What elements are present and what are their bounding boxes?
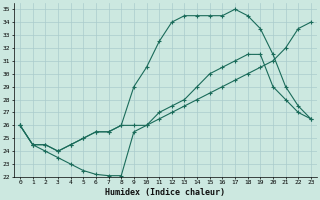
X-axis label: Humidex (Indice chaleur): Humidex (Indice chaleur) xyxy=(106,188,226,197)
